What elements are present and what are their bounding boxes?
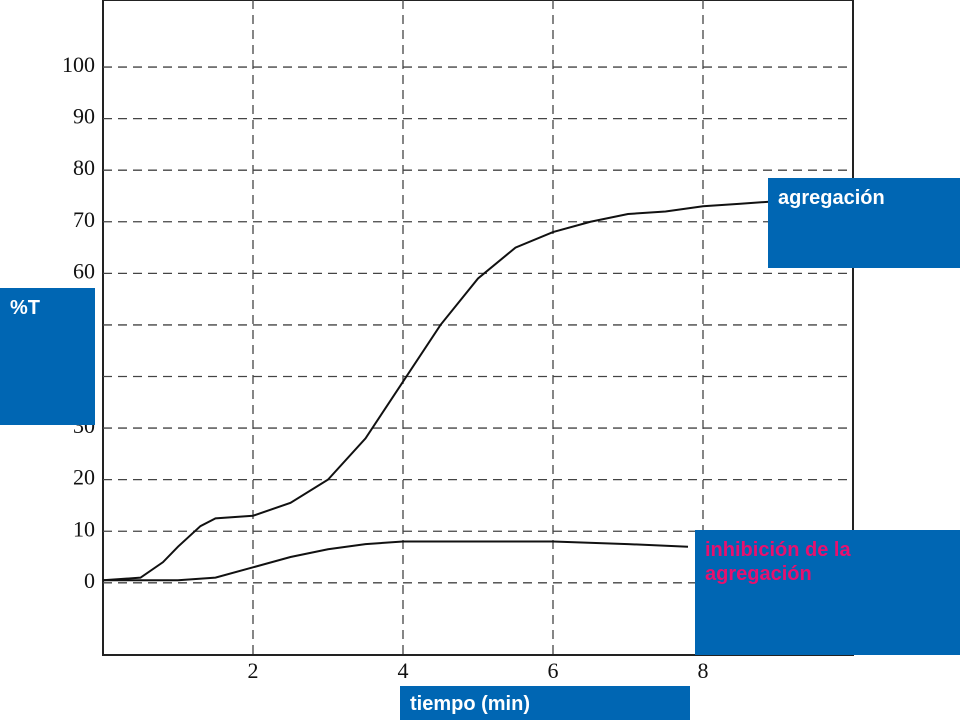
series-label: inhibición de la agregación <box>695 530 960 655</box>
x-tick-label: 4 <box>398 658 409 683</box>
y-tick-label: 10 <box>73 516 95 541</box>
y-tick-label: 100 <box>62 52 95 77</box>
y-tick-label: 20 <box>73 465 95 490</box>
x-tick-label: 2 <box>248 658 259 683</box>
data-line <box>102 200 801 582</box>
y-tick-label: 0 <box>84 568 95 593</box>
y-tick-label: 60 <box>73 258 95 283</box>
plot-frame <box>102 0 854 656</box>
y-tick-label: 90 <box>73 104 95 129</box>
y-tick-label: 80 <box>73 155 95 180</box>
series-label: agregación <box>768 178 960 268</box>
x-tick-label: 6 <box>548 658 559 683</box>
y-axis-label: %T <box>0 288 95 425</box>
data-line <box>103 540 689 582</box>
x-tick-label: 8 <box>698 658 709 683</box>
x-axis-label: tiempo (min) <box>400 686 690 720</box>
y-tick-label: 70 <box>73 207 95 232</box>
